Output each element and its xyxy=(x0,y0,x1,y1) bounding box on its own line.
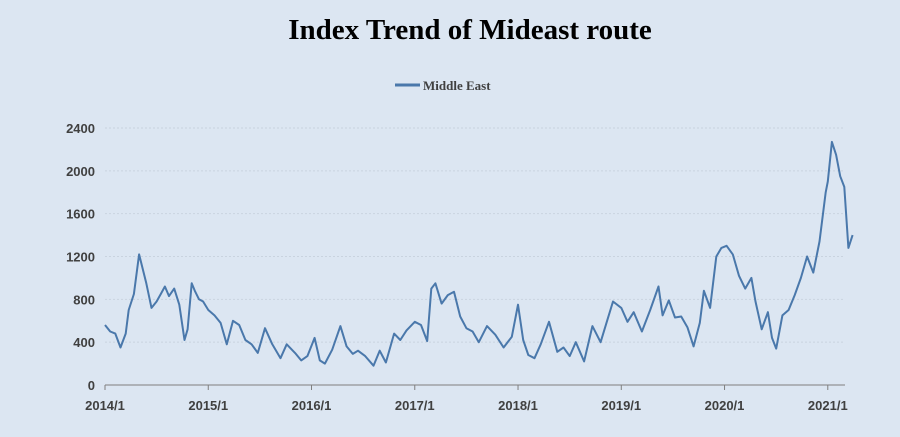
x-tick-label: 2016/1 xyxy=(292,398,332,413)
y-tick-label: 800 xyxy=(73,292,95,307)
y-tick-label: 2400 xyxy=(66,121,95,136)
x-tick-label: 2019/1 xyxy=(601,398,641,413)
gridlines xyxy=(105,127,845,343)
legend: Middle East xyxy=(395,78,491,93)
y-tick-label: 1200 xyxy=(66,250,95,265)
x-tick-label: 2018/1 xyxy=(498,398,538,413)
legend-label: Middle East xyxy=(423,78,491,93)
x-tick-label: 2014/1 xyxy=(85,398,125,413)
series-line-middle-east xyxy=(104,140,854,367)
y-tick-label: 2000 xyxy=(66,164,95,179)
y-tick-label: 0 xyxy=(88,378,95,393)
axes: 0 400 800 1200 1600 2000 2400 2014/1 2015/1 2016/… xyxy=(66,121,848,413)
y-tick-label: 400 xyxy=(73,335,95,350)
x-tick-label: 2015/1 xyxy=(188,398,228,413)
series-layer xyxy=(104,140,854,367)
x-tick-label: 2021/1 xyxy=(808,398,848,413)
x-tick-label: 2020/1 xyxy=(705,398,745,413)
y-tick-label: 1600 xyxy=(66,207,95,222)
x-tick-label: 2017/1 xyxy=(395,398,435,413)
chart-title: Index Trend of Mideast route xyxy=(288,14,652,46)
